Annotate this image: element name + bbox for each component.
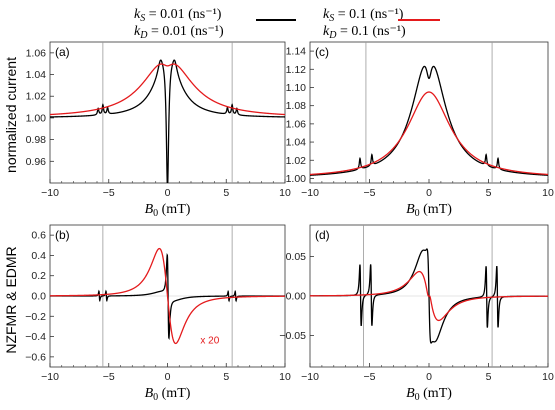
series-line-red (50, 63, 285, 116)
x-tick-label: −10 (301, 371, 319, 383)
y-tick-label: 1.02 (286, 155, 307, 167)
ylabel-bottom: NZFMR & EDMR (3, 246, 19, 353)
x-axis-title: B0 (mT) (406, 202, 452, 219)
legend-entry-2-line1: kS = 0.1 (ns⁻¹) (323, 7, 404, 24)
ylabel-top: normalized current (3, 57, 19, 173)
x-axis-title: B0 (mT) (145, 202, 191, 219)
y-tick-label: 1.10 (286, 82, 307, 94)
x-tick-label: −10 (301, 187, 319, 199)
x-tick-label: 5 (486, 371, 492, 383)
x-axis-title: B0 (mT) (145, 386, 191, 403)
legend-entry-2-line2: kD = 0.1 (ns⁻¹) (323, 24, 406, 41)
x-tick-label: −10 (41, 187, 59, 199)
y-tick-label: 1.04 (26, 69, 47, 81)
y-tick-label: 0.2 (31, 270, 46, 282)
y-tick-label: 1.02 (26, 91, 47, 103)
y-tick-label: 1.00 (286, 173, 307, 185)
panel-c: −10 −5 0 5 10 1.00 1.02 1.04 1.06 1.08 1.10 1.12 1.1… (286, 41, 554, 219)
x-tick-label: 5 (223, 371, 229, 383)
x-tick-label: −5 (364, 371, 376, 383)
y-tick-label: −0.4 (25, 331, 46, 343)
plot-frame (49, 41, 286, 184)
y-tick-label: −0.6 (25, 351, 46, 363)
y-tick-label: 0.05 (286, 251, 307, 263)
y-tick-label: 0.4 (31, 250, 46, 262)
y-tick-label: 0.0 (31, 291, 46, 303)
series-line-black (50, 252, 285, 341)
panel-label: (d) (315, 228, 330, 242)
y-tick-label: 0.00 (286, 291, 307, 303)
y-tick-label: 0.6 (31, 230, 46, 242)
x-tick-label: 5 (486, 187, 492, 199)
x-axis-title: B0 (mT) (406, 386, 452, 403)
series-line-red (310, 270, 548, 322)
y-tick-label: 0.96 (26, 156, 47, 168)
panel-d: −10 −5 0 5 10 −0.05 0.00 0.05 B0 (mT) (d) (279, 224, 554, 403)
y-tick-label: 1.04 (286, 137, 307, 149)
series-line-black (50, 59, 285, 183)
x-tick-label: 10 (542, 371, 554, 383)
panel-b: −10 −5 0 5 10 −0.6 −0.4 −0.2 0.0 0.2 0.4 0.6 B0 (mT)… (25, 224, 291, 403)
series-line-black (310, 65, 548, 176)
y-tick-label: 1.00 (26, 112, 47, 124)
series-line-red (50, 247, 285, 345)
series-line-red (310, 91, 548, 176)
plot-frame (309, 41, 549, 184)
x-tick-label: 10 (279, 187, 291, 199)
x-tick-label: 5 (223, 187, 229, 199)
y-tick-label: 1.12 (286, 64, 307, 76)
y-tick-label: −0.2 (25, 311, 46, 323)
y-tick-label: −0.05 (279, 330, 306, 342)
x-tick-label: −5 (364, 187, 376, 199)
panel-label: (b) (55, 228, 70, 242)
x-tick-label: −10 (41, 371, 59, 383)
panel-label: (c) (315, 45, 329, 59)
legend-entry-1-line2: kD = 0.01 (ns⁻¹) (134, 24, 224, 41)
x-tick-label: 0 (165, 187, 171, 199)
x-tick-label: −5 (103, 187, 115, 199)
x-tick-label: 10 (542, 187, 554, 199)
x-tick-label: 0 (426, 187, 432, 199)
panel-label: (a) (55, 45, 70, 59)
y-tick-label: 1.06 (286, 118, 307, 130)
x-tick-label: −5 (103, 371, 115, 383)
y-tick-label: 0.98 (26, 134, 47, 146)
y-tick-label: 1.14 (286, 46, 307, 58)
y-tick-label: 1.08 (286, 100, 307, 112)
panel-a: −10 −5 0 5 10 0.96 0.98 1.00 1.02 1.04 1.06 B0 (mT)… (26, 41, 291, 219)
x-tick-label: 10 (279, 371, 291, 383)
legend: kS = 0.01 (ns⁻¹) kD = 0.01 (ns⁻¹) kS = 0… (134, 7, 440, 41)
scale-annotation: x 20 (200, 336, 219, 347)
x-tick-label: 0 (426, 371, 432, 383)
y-tick-label: 1.06 (26, 47, 47, 59)
legend-entry-1-line1: kS = 0.01 (ns⁻¹) (134, 7, 222, 24)
x-tick-label: 0 (165, 371, 171, 383)
